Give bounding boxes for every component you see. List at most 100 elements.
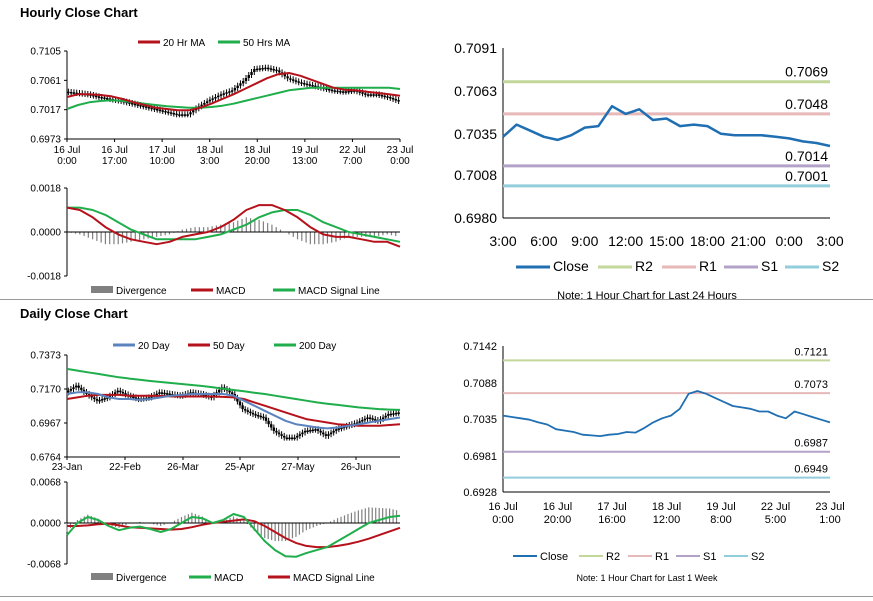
daily-candle-body	[113, 392, 117, 395]
hourly-candle-body	[297, 81, 300, 83]
hourly-close-y-tick-label: 0.7063	[454, 83, 497, 99]
hourly-candle-body	[153, 108, 156, 110]
daily-candle-body	[168, 393, 171, 396]
hourly-candle-body	[394, 99, 398, 101]
weekly-level-label-r2: 0.7121	[794, 346, 828, 358]
hourly-candle-body	[244, 78, 248, 81]
hourly-candle-body	[255, 68, 259, 71]
daily-candle-body	[106, 397, 109, 399]
hourly-candle-body	[275, 69, 278, 72]
hourly-macd-line	[66, 204, 401, 248]
hourly-close-y-tick-label: 0.7091	[454, 40, 497, 56]
daily-candle-body	[298, 434, 302, 436]
hourly-candle-body	[291, 79, 295, 81]
hourly-candle-body	[200, 104, 203, 107]
hourly-candle-body	[97, 96, 101, 98]
daily-candle-body	[116, 390, 119, 393]
hourly-candle-body	[380, 95, 384, 97]
hourly-candle-body	[239, 83, 242, 86]
hourly-close-x-tick-label: 6:00	[530, 233, 557, 249]
hourly-candle-body	[272, 69, 275, 71]
hourly-candle-body	[242, 81, 245, 84]
daily-candle-body	[165, 393, 169, 395]
hourly-candle-body	[217, 95, 220, 98]
hourly-close-x-tick-label: 3:00	[816, 233, 843, 249]
daily-candle-body	[368, 417, 372, 419]
hourly-candle-body	[103, 97, 106, 99]
daily-candle-body	[244, 409, 247, 411]
daily-candle-body	[285, 437, 289, 440]
daily-ma50-line	[66, 393, 401, 427]
daily-candle-body	[277, 432, 281, 435]
hourly-legend-divergence-label: Divergence	[116, 286, 167, 297]
daily-candle-body	[108, 395, 112, 398]
hourly-level-label-s2: 0.7001	[785, 168, 828, 184]
daily-candle-body	[272, 427, 276, 431]
hourly-candle-body	[158, 109, 162, 112]
weekly-close-y-tick-label: 0.6981	[463, 451, 497, 463]
weekly-close-legend-s2-label: S2	[751, 551, 764, 563]
hourly-candle-body	[169, 112, 173, 114]
daily-candle-body	[262, 416, 265, 419]
daily-legend-divergence-swatch	[91, 573, 113, 580]
hourly-candle-body	[230, 90, 234, 92]
hourly-candle-body	[328, 89, 331, 91]
hourly-price-x-tick-label: 17 Jul 10:00	[149, 145, 176, 167]
daily-candle-body	[160, 392, 164, 394]
daily-candle-body	[74, 385, 78, 388]
daily-candle-body	[397, 412, 400, 414]
hourly-candle-body	[372, 94, 375, 96]
hourly-price-x-tick-label: 19 Jul 13:00	[292, 145, 319, 167]
hourly-close-note: Note: 1 Hour Chart for Last 24 Hours	[557, 290, 737, 302]
daily-candle-body	[280, 434, 283, 436]
hourly-candle-body	[180, 114, 184, 116]
hourly-candle-body	[344, 91, 348, 93]
hourly-candle-body	[67, 91, 70, 94]
hourly-candle-body	[258, 68, 262, 70]
daily-candle-body	[119, 390, 122, 393]
hourly-price-x-tick-label: 16 Jul 0:00	[54, 145, 81, 167]
daily-candle-body	[290, 437, 294, 440]
hourly-candle-body	[211, 98, 214, 100]
hourly-candle-body	[305, 83, 309, 86]
hourly-candle-body	[364, 93, 367, 95]
daily-macd-y-tick-label: 0.0068	[30, 478, 61, 489]
hourly-close-x-tick-label: 18:00	[690, 233, 725, 249]
hourly-candle-body	[139, 105, 142, 107]
hourly-close-x-tick-label: 0:00	[776, 233, 803, 249]
weekly-level-label-s2: 0.6949	[794, 464, 828, 476]
hourly-legend-divergence-swatch	[91, 286, 113, 293]
hourly-candle-body	[147, 107, 151, 109]
daily-candle-body	[314, 429, 317, 431]
daily-price-y-tick-label: 0.7373	[30, 351, 61, 362]
bottom-divider	[0, 596, 873, 597]
weekly-close-x-tick-label: 18 Jul 12:00	[652, 501, 681, 526]
hourly-close-y-tick-label: 0.6980	[454, 210, 497, 226]
daily-candle-body	[332, 430, 335, 433]
hourly-macd-y-tick-label: 0.0018	[30, 184, 61, 195]
daily-candle-body	[309, 430, 312, 432]
hourly-candle-body	[311, 85, 314, 87]
daily-candle-body	[103, 398, 106, 400]
daily-candle-body	[337, 428, 341, 430]
hourly-ma50-line	[66, 86, 401, 110]
hourly-candle-body	[283, 74, 287, 77]
hourly-legend-signal-label: MACD Signal Line	[298, 286, 380, 297]
hourly-candle-body	[133, 103, 137, 106]
hourly-close-legend-close-label: Close	[553, 258, 589, 274]
hourly-candle-body	[175, 113, 178, 116]
hourly-close-x-tick-label: 9:00	[571, 233, 598, 249]
hourly-price-x-tick-label: 18 Jul 3:00	[196, 145, 223, 167]
daily-macd-signal-line	[67, 518, 401, 549]
hourly-candle-body	[203, 103, 206, 105]
hourly-candle-body	[350, 90, 353, 93]
hourly-candle-body	[131, 103, 134, 105]
hourly-candle-body	[128, 102, 131, 104]
weekly-close-x-tick-label: 17 Jul 16:00	[597, 501, 626, 526]
daily-candle-body	[374, 419, 377, 421]
daily-candle-body	[189, 392, 192, 394]
daily-candle-body	[236, 397, 239, 402]
daily-price-y-tick-label: 0.6764	[30, 453, 61, 464]
hourly-candle-body	[236, 85, 239, 88]
hourly-candle-body	[219, 94, 223, 96]
